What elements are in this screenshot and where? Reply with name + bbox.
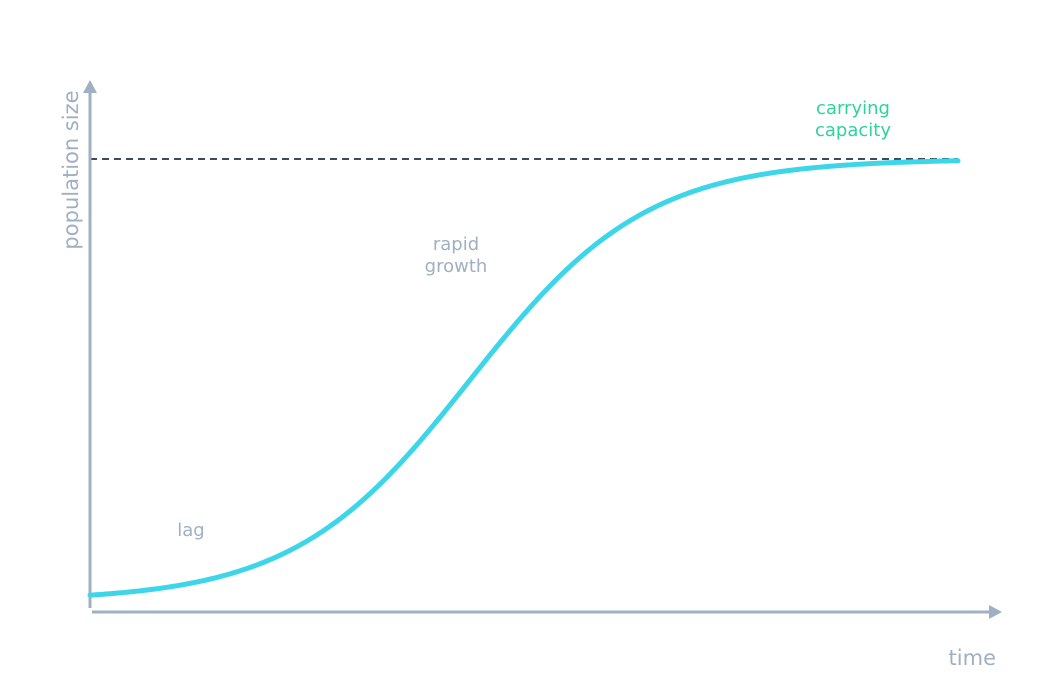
y-axis-label: population size bbox=[59, 90, 83, 249]
y-axis-arrow bbox=[83, 80, 97, 93]
lag-label: lag bbox=[177, 520, 204, 541]
carrying-capacity-label: capacity bbox=[815, 120, 891, 141]
carrying-capacity-label: carrying bbox=[816, 98, 890, 119]
growth-curve bbox=[87, 158, 961, 598]
rapid-growth-label: rapid bbox=[433, 234, 479, 255]
rapid-growth-label: growth bbox=[425, 256, 488, 277]
x-axis-arrow bbox=[989, 605, 1002, 619]
x-axis-label: time bbox=[949, 646, 996, 670]
